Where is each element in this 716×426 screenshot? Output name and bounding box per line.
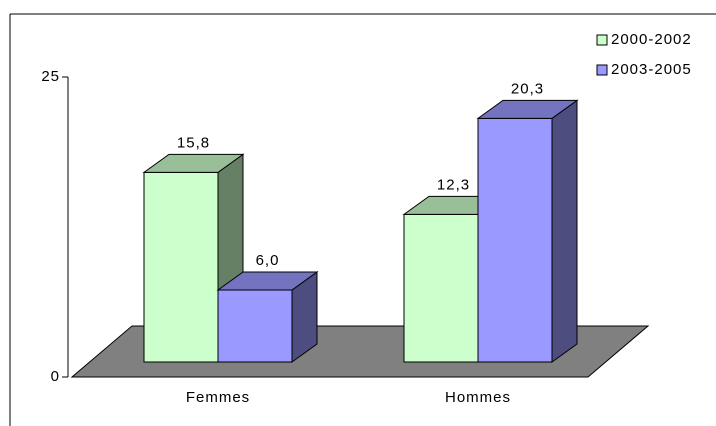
value-label: 15,8 (177, 134, 210, 151)
x-tick-label: Femmes (186, 389, 250, 406)
bar-side (551, 99, 578, 363)
y-tick-label: 25 (41, 68, 60, 85)
bar (217, 289, 293, 363)
bar-top (216, 271, 319, 291)
value-label: 6,0 (256, 252, 280, 269)
bar-top (142, 153, 245, 173)
legend-swatch (596, 64, 608, 76)
bar (403, 213, 479, 363)
legend-swatch (596, 34, 608, 46)
bar (477, 117, 553, 363)
value-label: 12,3 (437, 176, 470, 193)
value-label: 20,3 (511, 80, 544, 97)
x-tick-label: Hommes (445, 389, 511, 406)
y-tick-label: 0 (51, 368, 60, 385)
legend-label: 2000-2002 (611, 31, 692, 48)
bar-top (476, 99, 579, 119)
legend-label: 2003-2005 (611, 61, 692, 78)
bar (143, 171, 219, 363)
